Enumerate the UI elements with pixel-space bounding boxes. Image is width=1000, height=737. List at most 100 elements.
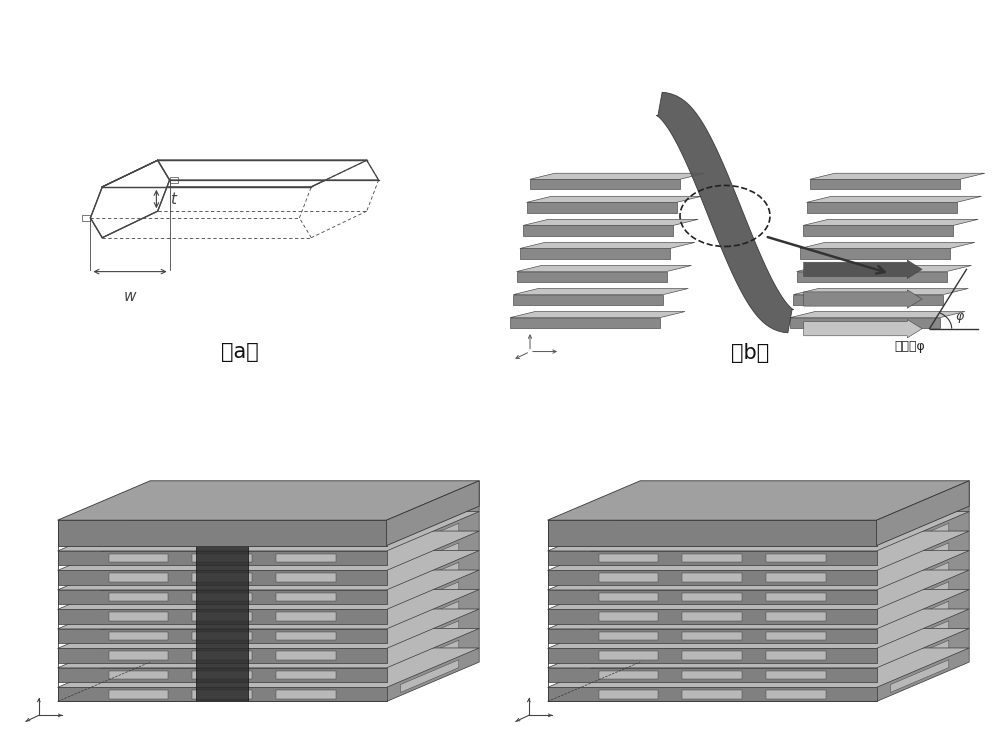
Polygon shape bbox=[276, 573, 336, 581]
Polygon shape bbox=[682, 553, 742, 562]
Polygon shape bbox=[58, 609, 479, 649]
Polygon shape bbox=[276, 612, 336, 621]
Polygon shape bbox=[523, 226, 673, 236]
Polygon shape bbox=[877, 481, 969, 702]
Polygon shape bbox=[548, 649, 877, 663]
Polygon shape bbox=[803, 226, 953, 236]
Polygon shape bbox=[513, 295, 663, 305]
Polygon shape bbox=[548, 609, 969, 649]
Text: （b）: （b） bbox=[731, 343, 769, 363]
Polygon shape bbox=[58, 481, 479, 520]
Polygon shape bbox=[548, 551, 969, 590]
Polygon shape bbox=[192, 652, 252, 660]
Polygon shape bbox=[109, 612, 168, 621]
Polygon shape bbox=[58, 570, 387, 584]
Polygon shape bbox=[599, 612, 658, 621]
Polygon shape bbox=[766, 632, 826, 640]
Polygon shape bbox=[548, 570, 969, 609]
Polygon shape bbox=[682, 632, 742, 640]
Polygon shape bbox=[548, 531, 969, 570]
Polygon shape bbox=[276, 652, 336, 660]
Polygon shape bbox=[58, 648, 479, 688]
Polygon shape bbox=[192, 690, 252, 699]
Polygon shape bbox=[806, 203, 956, 212]
Polygon shape bbox=[548, 590, 969, 629]
Polygon shape bbox=[526, 203, 676, 212]
Polygon shape bbox=[890, 640, 949, 673]
Polygon shape bbox=[548, 590, 877, 604]
Polygon shape bbox=[890, 562, 949, 595]
Polygon shape bbox=[800, 242, 975, 248]
Text: $w$: $w$ bbox=[123, 289, 137, 304]
Polygon shape bbox=[58, 570, 479, 609]
Polygon shape bbox=[58, 551, 479, 590]
Polygon shape bbox=[890, 581, 949, 615]
Polygon shape bbox=[510, 318, 660, 328]
Polygon shape bbox=[548, 668, 877, 682]
Polygon shape bbox=[513, 288, 688, 295]
Polygon shape bbox=[810, 173, 985, 179]
Polygon shape bbox=[790, 318, 940, 328]
Polygon shape bbox=[530, 179, 680, 189]
Polygon shape bbox=[766, 612, 826, 621]
Polygon shape bbox=[766, 593, 826, 601]
Polygon shape bbox=[599, 593, 658, 601]
Polygon shape bbox=[400, 523, 459, 556]
Polygon shape bbox=[58, 649, 387, 663]
Polygon shape bbox=[793, 295, 943, 305]
Polygon shape bbox=[548, 609, 877, 624]
Polygon shape bbox=[890, 601, 949, 634]
Polygon shape bbox=[766, 690, 826, 699]
Polygon shape bbox=[682, 573, 742, 581]
Polygon shape bbox=[890, 621, 949, 654]
Polygon shape bbox=[890, 523, 949, 556]
Polygon shape bbox=[766, 553, 826, 562]
Polygon shape bbox=[797, 265, 972, 271]
Polygon shape bbox=[58, 629, 387, 643]
Polygon shape bbox=[682, 593, 742, 601]
Polygon shape bbox=[517, 271, 667, 282]
Polygon shape bbox=[803, 220, 978, 226]
Polygon shape bbox=[58, 590, 387, 604]
Polygon shape bbox=[58, 668, 387, 682]
Polygon shape bbox=[196, 545, 248, 702]
Text: （a）: （a） bbox=[221, 341, 259, 362]
Polygon shape bbox=[682, 652, 742, 660]
Polygon shape bbox=[793, 288, 968, 295]
Polygon shape bbox=[58, 609, 387, 624]
Polygon shape bbox=[192, 593, 252, 601]
Polygon shape bbox=[682, 690, 742, 699]
Polygon shape bbox=[890, 660, 949, 693]
Polygon shape bbox=[599, 690, 658, 699]
Polygon shape bbox=[276, 671, 336, 680]
Polygon shape bbox=[58, 629, 479, 668]
Polygon shape bbox=[109, 632, 168, 640]
Polygon shape bbox=[790, 312, 965, 318]
Polygon shape bbox=[548, 629, 877, 643]
Polygon shape bbox=[400, 562, 459, 595]
Polygon shape bbox=[548, 520, 877, 545]
Polygon shape bbox=[526, 196, 702, 203]
Polygon shape bbox=[599, 632, 658, 640]
Polygon shape bbox=[58, 511, 479, 551]
Polygon shape bbox=[682, 612, 742, 621]
Polygon shape bbox=[192, 671, 252, 680]
Polygon shape bbox=[109, 671, 168, 680]
Polygon shape bbox=[520, 248, 670, 259]
Text: $t$: $t$ bbox=[170, 191, 178, 207]
Polygon shape bbox=[877, 481, 969, 545]
Polygon shape bbox=[276, 632, 336, 640]
Polygon shape bbox=[102, 160, 367, 187]
Polygon shape bbox=[58, 520, 387, 545]
Polygon shape bbox=[400, 543, 459, 576]
Polygon shape bbox=[400, 581, 459, 615]
Polygon shape bbox=[548, 629, 969, 668]
Polygon shape bbox=[890, 543, 949, 576]
Polygon shape bbox=[192, 632, 252, 640]
Polygon shape bbox=[192, 573, 252, 581]
Polygon shape bbox=[548, 648, 969, 688]
Polygon shape bbox=[400, 621, 459, 654]
Polygon shape bbox=[800, 248, 950, 259]
Polygon shape bbox=[276, 690, 336, 699]
Polygon shape bbox=[548, 570, 877, 584]
